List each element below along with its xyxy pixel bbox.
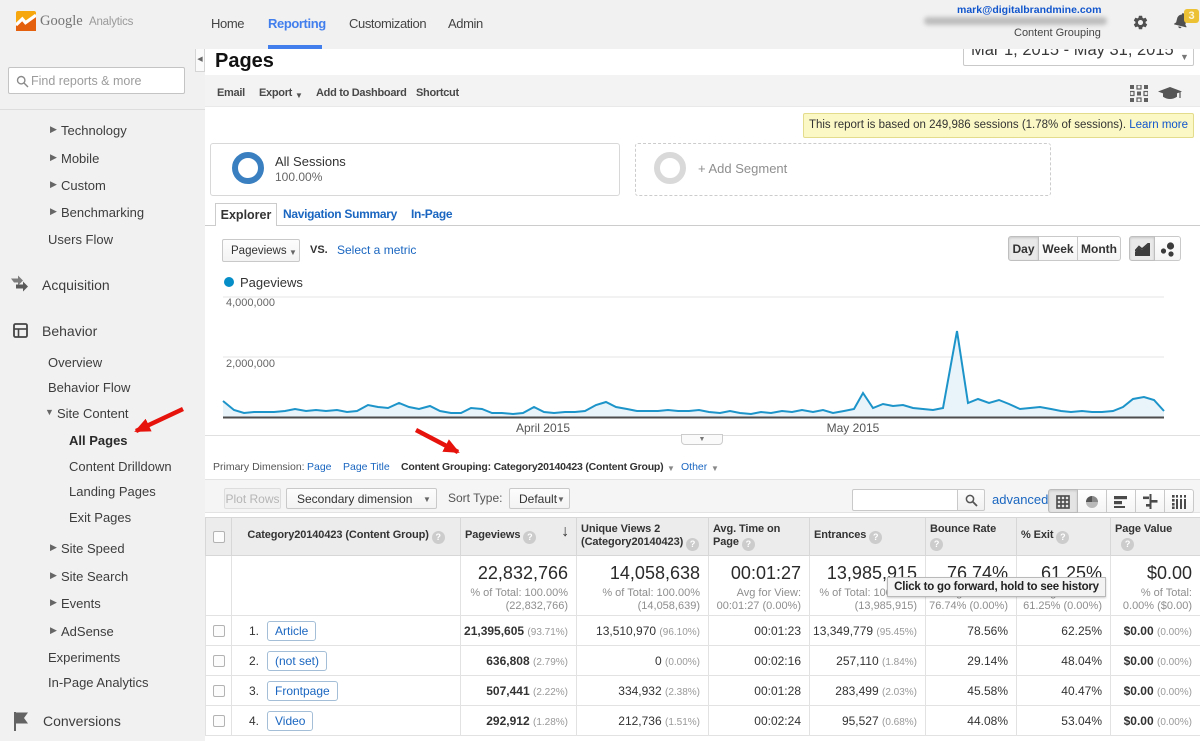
svg-text:April 2015: April 2015 xyxy=(516,421,570,435)
svg-text:May 2015: May 2015 xyxy=(827,421,880,435)
